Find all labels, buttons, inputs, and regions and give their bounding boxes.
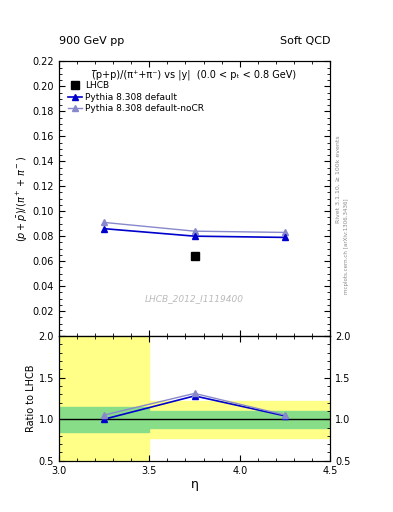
- Pythia 8.308 default: [192, 233, 197, 239]
- Text: Rivet 3.1.10, ≥ 100k events: Rivet 3.1.10, ≥ 100k events: [336, 135, 341, 223]
- Line: Pythia 8.308 default-noCR: Pythia 8.308 default-noCR: [101, 219, 288, 236]
- Text: (̅p+p)/(π⁺+π⁻) vs |y|  (0.0 < pₜ < 0.8 GeV): (̅p+p)/(π⁺+π⁻) vs |y| (0.0 < pₜ < 0.8 Ge…: [92, 70, 297, 80]
- Text: LHCB_2012_I1119400: LHCB_2012_I1119400: [145, 294, 244, 303]
- Y-axis label: $(p+\bar{p})/(\pi^+ + \pi^-)$: $(p+\bar{p})/(\pi^+ + \pi^-)$: [15, 156, 30, 242]
- Pythia 8.308 default: [283, 234, 287, 241]
- X-axis label: η: η: [191, 478, 198, 492]
- Pythia 8.308 default-noCR: [102, 219, 107, 225]
- Y-axis label: Ratio to LHCB: Ratio to LHCB: [26, 365, 36, 432]
- Pythia 8.308 default: [102, 226, 107, 232]
- Line: Pythia 8.308 default: Pythia 8.308 default: [101, 225, 288, 241]
- Text: mcplots.cern.ch [arXiv:1306.3436]: mcplots.cern.ch [arXiv:1306.3436]: [344, 198, 349, 293]
- Text: Soft QCD: Soft QCD: [280, 36, 330, 46]
- Pythia 8.308 default-noCR: [192, 228, 197, 234]
- Legend: LHCB, Pythia 8.308 default, Pythia 8.308 default-noCR: LHCB, Pythia 8.308 default, Pythia 8.308…: [66, 80, 206, 115]
- Pythia 8.308 default-noCR: [283, 229, 287, 236]
- Text: 900 GeV pp: 900 GeV pp: [59, 36, 124, 46]
